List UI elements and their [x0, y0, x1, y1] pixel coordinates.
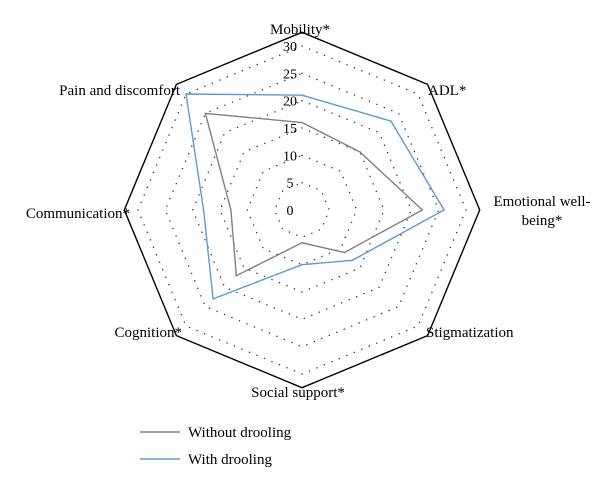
outer-frame — [123, 31, 481, 389]
axis-label-3: Stigmatization — [426, 325, 514, 341]
axis-label-4: Social support* — [251, 385, 345, 401]
tick-label-5: 5 — [287, 177, 294, 192]
grid-ring-25 — [164, 72, 440, 348]
legend-label-0: Without drooling — [188, 425, 292, 441]
data-point-0-1 — [359, 151, 361, 153]
axis-label-2: Emotional well-being* — [493, 194, 590, 229]
axis-label-6: Communication* — [26, 206, 130, 222]
data-point-0-5 — [235, 274, 238, 277]
legend-label-1: With drooling — [188, 452, 272, 468]
grid-ring-5 — [273, 181, 331, 239]
data-point-0-7 — [204, 112, 207, 115]
grid-ring-20 — [191, 99, 413, 321]
tick-label-0: 0 — [287, 204, 294, 219]
axis-label-5: Cognition* — [114, 325, 182, 341]
series-line-1 — [185, 93, 446, 300]
data-point-1-2 — [443, 209, 445, 211]
data-point-0-6 — [230, 209, 232, 211]
data-point-0-4 — [301, 242, 303, 244]
data-point-1-3 — [351, 259, 354, 262]
data-point-1-4 — [301, 263, 303, 266]
data-point-1-0 — [301, 94, 303, 96]
grid-layer — [123, 31, 481, 389]
data-point-1-1 — [390, 120, 392, 122]
series-layer — [185, 93, 446, 300]
legend: Without drooling With drooling — [140, 425, 292, 468]
data-point-0-2 — [421, 209, 424, 211]
grid-ring-15 — [219, 127, 385, 293]
tick-label-30: 30 — [283, 40, 297, 55]
tick-label-10: 10 — [283, 149, 297, 164]
grid-ring-30 — [137, 45, 467, 375]
series-line-0 — [204, 112, 424, 277]
data-point-0-0 — [301, 121, 303, 124]
axis-label-1: ADL* — [428, 83, 466, 99]
tick-label-15: 15 — [283, 122, 297, 137]
axis-label-7: Pain and discomfort — [59, 83, 181, 99]
data-point-1-6 — [202, 209, 205, 211]
axis-label-0: Mobility* — [270, 22, 330, 38]
label-layer: 0 5 10 15 20 25 30 Mobility* ADL* Emotional well-… — [26, 22, 591, 401]
tick-label-20: 20 — [283, 95, 297, 110]
grid-ring-10 — [246, 154, 358, 266]
data-point-1-5 — [212, 298, 214, 300]
tick-label-25: 25 — [283, 67, 297, 82]
data-point-1-7 — [185, 93, 187, 95]
data-point-0-3 — [343, 251, 346, 254]
